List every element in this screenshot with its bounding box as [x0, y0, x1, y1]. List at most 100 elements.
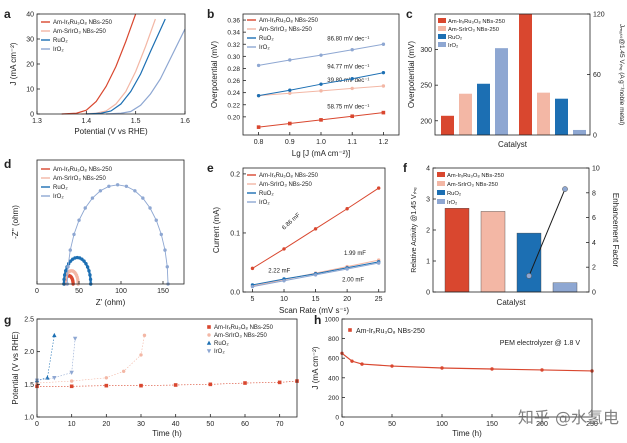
- panel-e-ytick-label: 0.0: [230, 290, 240, 297]
- panel-b-point: [381, 110, 386, 115]
- panel-g-point: [139, 353, 143, 357]
- panel-c-mass-activity-bar: [519, 14, 532, 135]
- panel-label-a: a: [4, 7, 11, 21]
- panel-d-legend-label: IrO₂: [53, 194, 64, 200]
- panel-e-cdl-label: 2.00 mF: [342, 277, 364, 283]
- panel-e-legend-label: Am-SrIrO₃ NBs-250: [259, 182, 312, 188]
- panel-h-legend-marker: [348, 328, 352, 332]
- panel-e-xtick-label: 15: [312, 296, 320, 303]
- panel-a-ytick-label: 0: [30, 112, 34, 119]
- panel-b-point: [350, 114, 354, 119]
- panel-f-ylabel: Relative Activity @1.45 Vᵣₕₑ: [411, 187, 418, 273]
- panel-h-point: [360, 362, 364, 366]
- panel-h-point: [490, 367, 494, 371]
- panel-c-mass-activity-bar: [573, 129, 586, 135]
- panel-c-mass-activity-bar: [555, 98, 568, 135]
- panel-g-series-line-3: [36, 338, 76, 381]
- panel-d-point: [82, 259, 86, 263]
- panel-d-xtick-label: 150: [157, 288, 169, 295]
- panel-h-ytick-label: 1000: [325, 317, 340, 324]
- panel-c-ylabel-right: Jₘₐₛₛ@1.45 Vᵣₕₑ (A g⁻¹noble metal): [618, 24, 625, 125]
- panel-b-point: [256, 63, 261, 68]
- panel-b-point: [350, 86, 354, 91]
- panel-c-ytick-right-label: 60: [593, 72, 601, 79]
- panel-e-frame: [242, 167, 386, 293]
- panel-g-legend-marker: [207, 325, 211, 329]
- panel-f-ytick-right-label: 6: [592, 215, 596, 222]
- panel-e-ytick-label: 0.1: [230, 230, 240, 237]
- panel-d-point: [154, 218, 158, 222]
- panel-d-point: [84, 262, 88, 266]
- panel-e-point: [345, 207, 349, 211]
- panel-d-point: [62, 277, 66, 282]
- panel-f-ytick-label: 3: [426, 197, 430, 204]
- panel-g-xtick-label: 70: [276, 421, 284, 428]
- panel-g-point: [69, 384, 74, 389]
- panel-g-xlabel: Time (h): [152, 429, 182, 438]
- panel-b-ylabel: Overpotential (mV): [210, 41, 219, 108]
- panel-g-legend-label: IrO₂: [214, 349, 225, 355]
- panel-g-xtick-label: 10: [68, 421, 76, 428]
- panel-b-point: [288, 121, 292, 126]
- panel-g-series-line-0: [37, 380, 298, 387]
- panel-d-point: [63, 269, 68, 273]
- panel-a-legend-label: RuO₂: [53, 38, 68, 44]
- panel-a-xtick-label: 1.6: [180, 118, 190, 125]
- panel-f-ytick-label: 4: [426, 166, 430, 173]
- panel-c-overpotential-bar: [477, 83, 490, 135]
- panel-e-point: [250, 284, 255, 289]
- panel-label-d: d: [4, 157, 11, 171]
- panel-a-xtick-label: 1.3: [32, 118, 42, 125]
- panel-g-series-line-1: [36, 335, 145, 384]
- panel-g-point: [208, 382, 213, 387]
- panel-d-point: [107, 184, 111, 189]
- panel-g-point: [173, 383, 178, 387]
- panel-d-point: [77, 218, 81, 222]
- panel-b-legend-label: IrO₂: [259, 45, 270, 51]
- panel-e-point: [313, 273, 318, 277]
- panel-f-legend-label: IrO₂: [447, 200, 457, 206]
- panel-b-ytick-label: 0.32: [227, 42, 240, 49]
- panel-d-xtick-label: 0: [35, 288, 39, 295]
- panel-b-point: [381, 84, 386, 88]
- panel-b-slope-label: 58.75 mV dec⁻¹: [327, 105, 369, 111]
- panel-f-legend-label: Am-IrₓRu₃O₈ NBs-250: [447, 173, 504, 179]
- panel-f-ytick-label: 2: [426, 228, 430, 235]
- panel-a-legend-label: Am-IrₓRu₃O₈ NBs-250: [53, 20, 113, 26]
- panel-d-point: [148, 206, 152, 210]
- panel-b-ytick-label: 0.20: [227, 114, 240, 121]
- panel-d-xtick-label: 50: [75, 288, 83, 295]
- panel-f-relative-activity-bar: [552, 282, 578, 293]
- panel-f-ytick-right-label: 4: [592, 240, 596, 247]
- panel-e-point: [313, 227, 318, 231]
- panel-d-point: [163, 248, 167, 252]
- panel-h-legend-label: Am-IrₓRu₃O₈ NBs-250: [356, 328, 425, 335]
- panel-g-legend-marker: [206, 340, 212, 345]
- panel-c-legend-swatch: [438, 26, 446, 31]
- panel-e-point: [345, 267, 349, 271]
- panel-b-legend-label: Am-IrₓRu₃O₈ NBs-250: [259, 18, 319, 24]
- panel-c-xlabel: Catalyst: [498, 140, 528, 149]
- panel-g-point: [69, 379, 74, 383]
- panel-g-point: [104, 383, 109, 388]
- panel-e-cdl-label: 6.86 mF: [281, 212, 302, 231]
- panel-f-relative-activity-bar: [480, 211, 506, 293]
- panel-d-legend-label: Am-IrₓRu₃O₈ NBs-250: [53, 167, 113, 173]
- panel-d-point: [141, 196, 145, 200]
- panel-c-legend-swatch: [438, 18, 446, 23]
- panel-d-xlabel: Z' (ohm): [96, 298, 126, 307]
- panel-a-ytick-label: 30: [26, 37, 34, 44]
- panel-e-ytick-label: 0.2: [230, 171, 240, 178]
- panel-h-point: [540, 368, 544, 372]
- panel-d-point: [90, 196, 95, 200]
- panel-e-point: [376, 186, 381, 190]
- panel-h-xtick-label: 0: [340, 421, 344, 428]
- panel-b-xtick-label: 0.9: [285, 139, 295, 146]
- panel-g-series-line-2: [36, 335, 55, 381]
- panel-d-legend-label: Am-SrIrO₃ NBs-250: [53, 176, 106, 182]
- panel-f-ytick-right-label: 8: [592, 190, 596, 197]
- panel-b-point: [256, 125, 261, 129]
- panel-g-point: [277, 380, 282, 385]
- panel-f-relative-activity-bar: [444, 208, 470, 293]
